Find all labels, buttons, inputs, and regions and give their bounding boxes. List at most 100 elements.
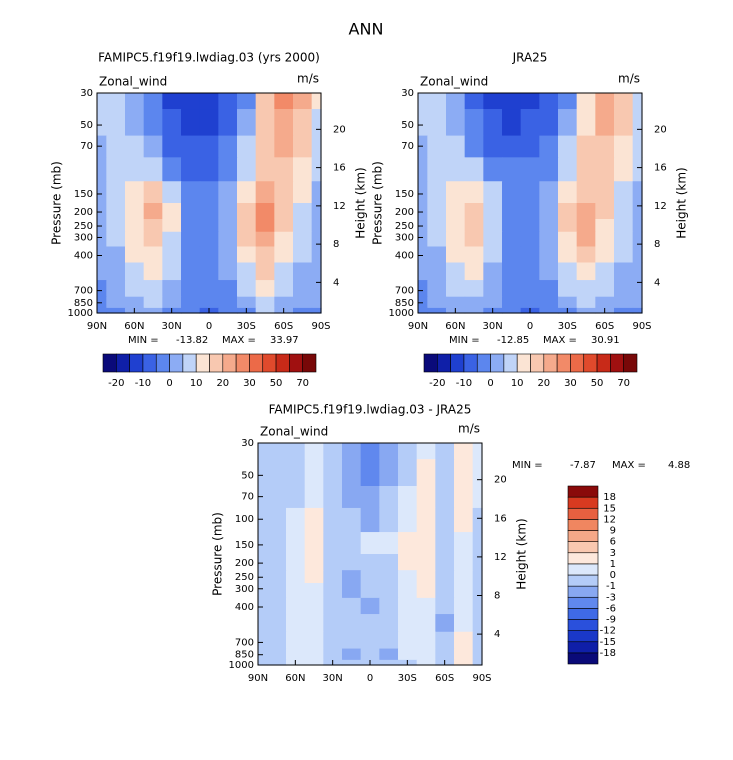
contour-cell <box>267 443 287 460</box>
contour-cell <box>464 93 484 110</box>
contour-cell <box>286 648 306 661</box>
contour-cell <box>323 614 343 633</box>
contour-cell <box>237 231 257 248</box>
contour-cell <box>255 219 275 233</box>
y-tick-label: 200 <box>74 207 93 218</box>
contour-cell <box>502 246 522 264</box>
contour-cell <box>255 280 275 298</box>
contour-cell <box>483 93 503 110</box>
contour-cell <box>454 583 474 599</box>
y2-axis-label: Height (km) <box>515 518 529 589</box>
contour-cell <box>323 631 343 650</box>
colorbar-box <box>222 353 237 373</box>
contour-cell <box>539 181 559 204</box>
contour-cell <box>237 246 257 264</box>
x-tick-label: 90N <box>248 673 268 684</box>
colorbar-box <box>289 353 303 373</box>
x-tick-label: 30N <box>323 673 343 684</box>
y-tick-label: 150 <box>235 540 254 551</box>
contour-cell <box>97 246 107 264</box>
colorbar-box <box>567 485 599 498</box>
contour-cell <box>97 135 107 158</box>
colorbar-box <box>503 353 518 373</box>
contour-cell <box>237 157 257 182</box>
contour-cell <box>576 157 596 182</box>
contour-cell <box>418 280 428 298</box>
contour-cell <box>106 262 126 281</box>
contour-cell <box>286 532 306 555</box>
contour-cell <box>427 296 447 309</box>
contour-cell <box>255 231 275 248</box>
contour-cell <box>558 296 578 309</box>
contour-cell <box>311 181 322 204</box>
contour-cell <box>267 659 287 666</box>
y2-tick-label: 12 <box>333 201 346 212</box>
contour-cell <box>237 219 257 233</box>
contour-cell <box>576 280 596 298</box>
contour-cell <box>342 648 362 661</box>
contour-cell <box>435 583 455 599</box>
colorbar-label: 70 <box>617 378 630 389</box>
contour-cell <box>595 262 615 281</box>
contour-cell <box>416 554 436 571</box>
contour-cell <box>464 280 484 298</box>
min-value: -13.82 <box>176 335 208 346</box>
y-tick-label: 200 <box>395 207 414 218</box>
y-tick-label: 300 <box>74 232 93 243</box>
contour-cell <box>418 231 428 248</box>
contour-cell <box>539 135 559 158</box>
contour-cell <box>595 296 615 309</box>
colorbar-box <box>567 530 599 542</box>
contour-cell <box>181 296 201 309</box>
contour-cell <box>97 181 107 204</box>
colorbar-box <box>567 585 599 598</box>
contour-cell <box>323 532 343 555</box>
contour-cell <box>520 109 540 137</box>
contour-cell <box>218 262 238 281</box>
contour-cell <box>595 135 615 158</box>
contour-cell <box>427 135 447 158</box>
contour-cell <box>520 280 540 298</box>
contour-cell <box>181 93 201 110</box>
contour-cell <box>464 246 484 264</box>
colorbar-box <box>570 353 585 373</box>
contour-cell <box>539 93 559 110</box>
contour-cell <box>360 597 380 615</box>
colorbar-label: 50 <box>270 378 283 389</box>
contour-cell <box>218 93 238 110</box>
contour-cell <box>398 648 418 661</box>
contour-cell <box>162 181 182 204</box>
contour-cell <box>162 109 182 137</box>
y-axis-label: Pressure (mb) <box>211 512 225 596</box>
contour-cell <box>311 93 322 110</box>
contour-cell <box>360 507 380 533</box>
contour-cell <box>446 157 466 182</box>
contour-cell <box>199 181 219 204</box>
contour-cell <box>304 570 324 584</box>
contour-cell <box>286 443 306 460</box>
contour-cell <box>520 181 540 204</box>
contour-cell <box>274 157 294 182</box>
contour-cell <box>483 296 503 309</box>
contour-cell <box>483 262 503 281</box>
contour-cell <box>106 181 126 204</box>
contour-cell <box>502 135 522 158</box>
contour-cell <box>311 307 322 314</box>
contour-cell <box>267 583 287 599</box>
contour-cell <box>181 231 201 248</box>
y-tick-label: 1000 <box>229 660 254 671</box>
contour-cell <box>125 157 145 182</box>
contour-cell <box>258 583 268 599</box>
y2-tick-label: 12 <box>494 552 507 563</box>
contour-cell <box>255 135 275 158</box>
y2-tick-label: 4 <box>654 277 660 288</box>
contour-cell <box>614 262 634 281</box>
x-tick-label: 60N <box>445 321 465 332</box>
contour-cell <box>293 109 313 137</box>
colorbar-label: 20 <box>537 378 550 389</box>
contour-cell <box>323 485 343 509</box>
y-tick-label: 250 <box>74 221 93 232</box>
contour-cell <box>286 583 306 599</box>
contour-cell <box>293 280 313 298</box>
contour-cell <box>293 135 313 158</box>
